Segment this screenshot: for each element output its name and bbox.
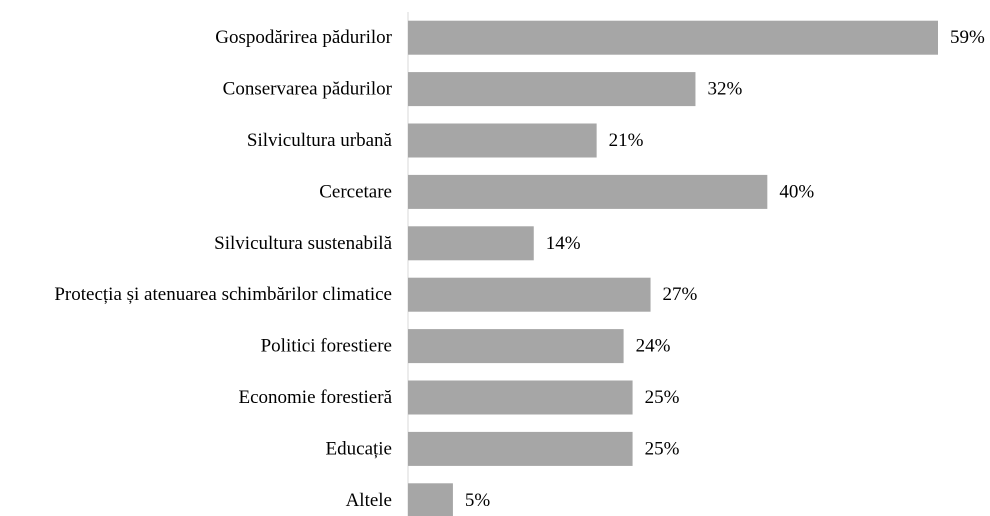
bar [408, 329, 624, 364]
bar [408, 174, 768, 209]
category-label: Altele [346, 490, 392, 511]
value-label: 14% [546, 233, 581, 254]
category-label: Educație [326, 438, 392, 459]
bar [408, 226, 534, 261]
value-label: 25% [645, 438, 680, 459]
value-label: 59% [950, 27, 985, 48]
bar [408, 123, 597, 158]
category-label: Protecția și atenuarea schimbărilor clim… [54, 284, 392, 305]
value-labels-group: 59% 32% 21% 40% 14% 27% 24% 25% 25% 5% [465, 27, 985, 511]
value-label: 40% [779, 181, 814, 202]
category-label: Silvicultura sustenabilă [214, 233, 392, 254]
category-label: Gospodărirea pădurilor [215, 27, 392, 48]
bar [408, 483, 453, 516]
bars-group [408, 20, 938, 516]
bar [408, 431, 633, 466]
value-label: 21% [609, 130, 644, 151]
bar [408, 277, 651, 312]
category-label: Cercetare [319, 181, 392, 202]
bar [408, 380, 633, 415]
category-label: Conservarea pădurilor [223, 79, 393, 100]
value-label: 27% [663, 284, 698, 305]
bar [408, 72, 696, 107]
value-label: 24% [636, 336, 671, 357]
category-label: Economie forestieră [238, 387, 392, 408]
category-label: Politici forestiere [261, 336, 392, 357]
value-label: 25% [645, 387, 680, 408]
bar [408, 20, 938, 55]
category-label: Silvicultura urbană [247, 130, 393, 151]
category-labels-group: Gospodărirea pădurilor Conservarea păduri… [54, 27, 392, 511]
value-label: 32% [707, 79, 742, 100]
value-label: 5% [465, 490, 491, 511]
